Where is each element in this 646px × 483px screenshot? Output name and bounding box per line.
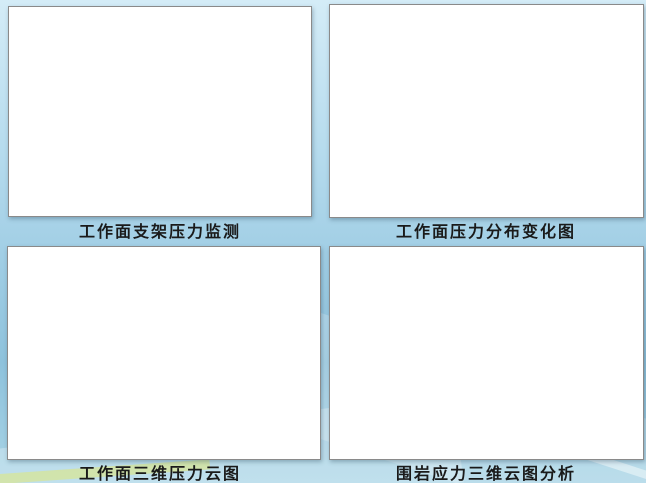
panel-support-pressure-monitor [8,6,312,217]
caption-rock-stress: 围岩应力三维云图分析 [395,466,576,483]
caption-pressure-distribution: 工作面压力分布变化图 [395,224,576,241]
panel-pressure-distribution [329,4,644,218]
rock-stress-3d-surface-chart [330,247,643,459]
panel-rock-stress-3d [329,246,644,460]
caption-pressure-cloud: 工作面三维压力云图 [78,466,241,483]
caption-support-monitor: 工作面支架压力监测 [78,224,241,241]
pressure-distribution-chart [330,5,643,217]
support-pressure-line-chart [9,7,311,216]
panel-pressure-cloud-3d [7,246,321,460]
pressure-3d-surface-chart [8,247,320,459]
